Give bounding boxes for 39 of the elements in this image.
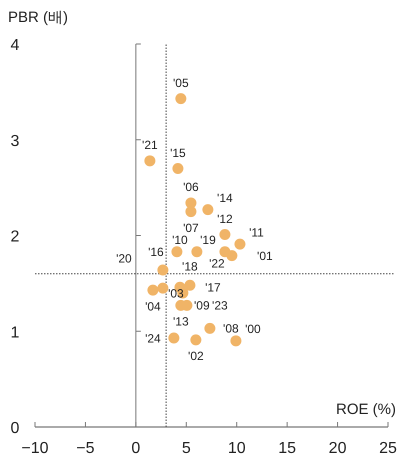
annotation: '24 <box>145 331 162 346</box>
annotation: '12 <box>217 212 234 226</box>
y-tick-label: 0 <box>10 420 20 437</box>
x-tick-label: −5 <box>76 440 95 457</box>
x-tick-label: −10 <box>21 440 49 457</box>
annotation: '13 <box>173 314 189 329</box>
y-axis-title: PBR (배) <box>8 9 68 26</box>
annotation: '09 <box>194 298 210 312</box>
annotation: '10 <box>172 233 188 248</box>
y-tick-label: 4 <box>10 37 20 54</box>
y-tick-label: 1 <box>10 324 20 342</box>
annotation: '17 <box>205 280 222 295</box>
x-axis-title: ROE (%) <box>336 401 396 418</box>
y-tick-label: 2 <box>10 228 20 246</box>
x-tick-label: 25 <box>379 440 397 457</box>
annotation: '22 <box>209 256 226 271</box>
annotation: '04 <box>145 299 162 314</box>
annotation: '20 <box>116 251 132 266</box>
annotation: '02 <box>188 349 204 364</box>
annotation: '18 <box>182 259 198 274</box>
annotation: '19 <box>200 233 216 248</box>
annotation: '21 <box>142 138 158 152</box>
x-tick-label: 15 <box>278 440 296 457</box>
annotation: '15 <box>170 146 186 160</box>
y-tick-label: 3 <box>10 132 20 150</box>
x-tick-label: 0 <box>131 440 140 457</box>
annotation: '01 <box>257 248 273 263</box>
annotation: '06 <box>183 180 200 194</box>
x-tick-label: 5 <box>182 440 191 457</box>
annotation: '07 <box>183 220 200 235</box>
annotation: '00 <box>245 322 262 336</box>
annotation: '14 <box>217 190 233 205</box>
annotation: '23 <box>212 298 228 313</box>
annotation: '11 <box>249 225 264 240</box>
x-tick-label: 10 <box>228 440 246 457</box>
annotation: '08 <box>223 322 240 336</box>
x-tick-label: 20 <box>328 440 347 457</box>
annotation: '16 <box>148 245 164 260</box>
annotation: '05 <box>173 76 189 90</box>
